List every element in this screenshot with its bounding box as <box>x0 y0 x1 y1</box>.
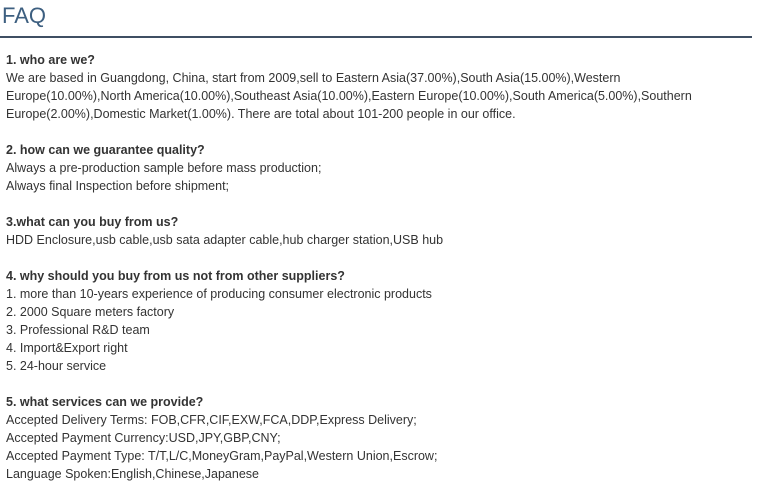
answer-line: 4. Import&Export right <box>6 341 128 355</box>
answer-line: Always a pre-production sample before ma… <box>6 161 322 175</box>
answer-line: We are based in Guangdong, China, start … <box>6 71 692 121</box>
answer-line: Accepted Payment Currency:USD,JPY,GBP,CN… <box>6 431 281 445</box>
answer-line: Always final Inspection before shipment; <box>6 179 230 193</box>
answer-line: 3. Professional R&D team <box>6 323 150 337</box>
faq-section: 4. why should you buy from us not from o… <box>6 267 748 375</box>
answer-line: 1. more than 10-years experience of prod… <box>6 287 432 301</box>
question: 3.what can you buy from us? <box>6 215 179 229</box>
answer-line: Accepted Payment Type: T/T,L/C,MoneyGram… <box>6 449 438 463</box>
answer-line: 2. 2000 Square meters factory <box>6 305 175 319</box>
faq-section: 5. what services can we provide? Accepted… <box>6 393 748 483</box>
question: 5. what services can we provide? <box>6 395 204 409</box>
question: 4. why should you buy from us not from o… <box>6 269 345 283</box>
answer-line: 5. 24-hour service <box>6 359 107 373</box>
faq-section: 1. who are we? We are based in Guangdong,… <box>6 51 748 123</box>
question: 1. who are we? <box>6 53 95 67</box>
page-title: FAQ <box>2 3 47 28</box>
answer-line: Accepted Delivery Terms: FOB,CFR,CIF,EXW… <box>6 413 417 427</box>
faq-section: 3.what can you buy from us? HDD Enclosure… <box>6 213 748 249</box>
faq-list: 1. who are we? We are based in Guangdong,… <box>6 51 748 501</box>
question: 2. how can we guarantee quality? <box>6 143 205 157</box>
answer-line: Language Spoken:English,Chinese,Japanese <box>6 467 259 481</box>
answer-line: HDD Enclosure,usb cable,usb sata adapter… <box>6 233 444 247</box>
faq-section: 2. how can we guarantee quality? Always a… <box>6 141 748 195</box>
title-rule <box>0 36 752 38</box>
